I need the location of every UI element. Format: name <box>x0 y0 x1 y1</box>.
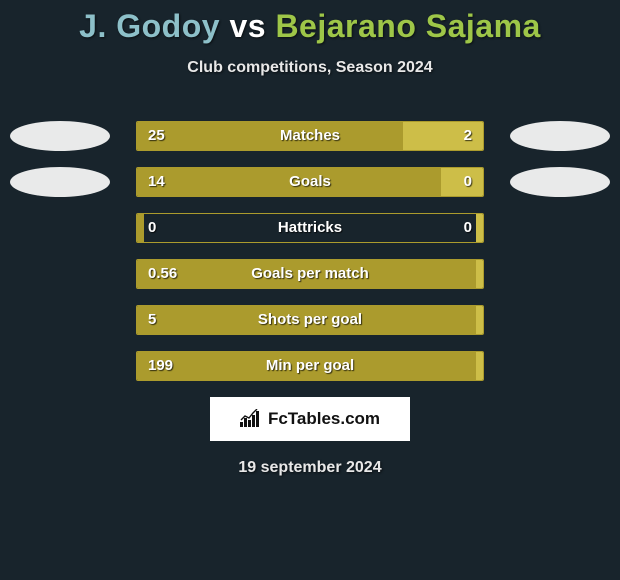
metric-value-left: 199 <box>148 351 173 381</box>
bar-right-fill <box>476 214 483 242</box>
bar-left-fill <box>137 122 403 150</box>
metric-value-left: 14 <box>148 167 165 197</box>
player-2-name: Bejarano Sajama <box>275 8 540 44</box>
branding-text: FcTables.com <box>268 409 380 429</box>
comparison-title: J. Godoy vs Bejarano Sajama <box>0 0 620 45</box>
metric-row: 0.56 Goals per match <box>0 259 620 289</box>
metric-label: Goals per match <box>251 259 369 289</box>
metric-value-left: 0 <box>148 213 156 243</box>
player-2-club-oval <box>510 121 610 151</box>
bar-right-fill <box>476 306 483 334</box>
bar-right-fill <box>441 168 483 196</box>
player-2-club-oval <box>510 167 610 197</box>
branding-chart-icon <box>240 409 262 429</box>
date-text: 19 september 2024 <box>0 459 620 477</box>
player-1-club-oval <box>10 167 110 197</box>
metric-row: 199 Min per goal <box>0 351 620 381</box>
vs-text: vs <box>229 8 266 44</box>
metrics-container: 25 2 Matches 14 0 Goals 0 0 Hattricks 0.56 Goals p… <box>0 121 620 381</box>
metric-label: Shots per goal <box>258 305 362 335</box>
metric-value-left: 5 <box>148 305 156 335</box>
metric-value-right: 2 <box>464 121 472 151</box>
metric-value-right: 0 <box>464 213 472 243</box>
metric-row: 5 Shots per goal <box>0 305 620 335</box>
metric-row: 0 0 Hattricks <box>0 213 620 243</box>
metric-value-left: 0.56 <box>148 259 177 289</box>
player-1-name: J. Godoy <box>79 8 220 44</box>
metric-row: 25 2 Matches <box>0 121 620 151</box>
metric-value-right: 0 <box>464 167 472 197</box>
metric-label: Min per goal <box>266 351 354 381</box>
metric-label: Matches <box>280 121 340 151</box>
player-1-club-oval <box>10 121 110 151</box>
bar-right-fill <box>476 352 483 380</box>
subtitle: Club competitions, Season 2024 <box>0 59 620 77</box>
metric-label: Hattricks <box>278 213 342 243</box>
metric-value-left: 25 <box>148 121 165 151</box>
bar-right-fill <box>476 260 483 288</box>
bar-left-fill <box>137 214 144 242</box>
metric-label: Goals <box>289 167 331 197</box>
metric-row: 14 0 Goals <box>0 167 620 197</box>
branding-box: FcTables.com <box>210 397 410 441</box>
